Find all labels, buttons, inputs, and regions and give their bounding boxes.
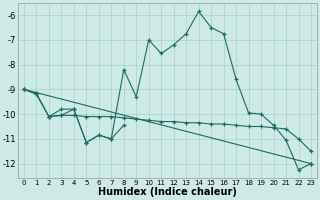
X-axis label: Humidex (Indice chaleur): Humidex (Indice chaleur) (98, 187, 237, 197)
